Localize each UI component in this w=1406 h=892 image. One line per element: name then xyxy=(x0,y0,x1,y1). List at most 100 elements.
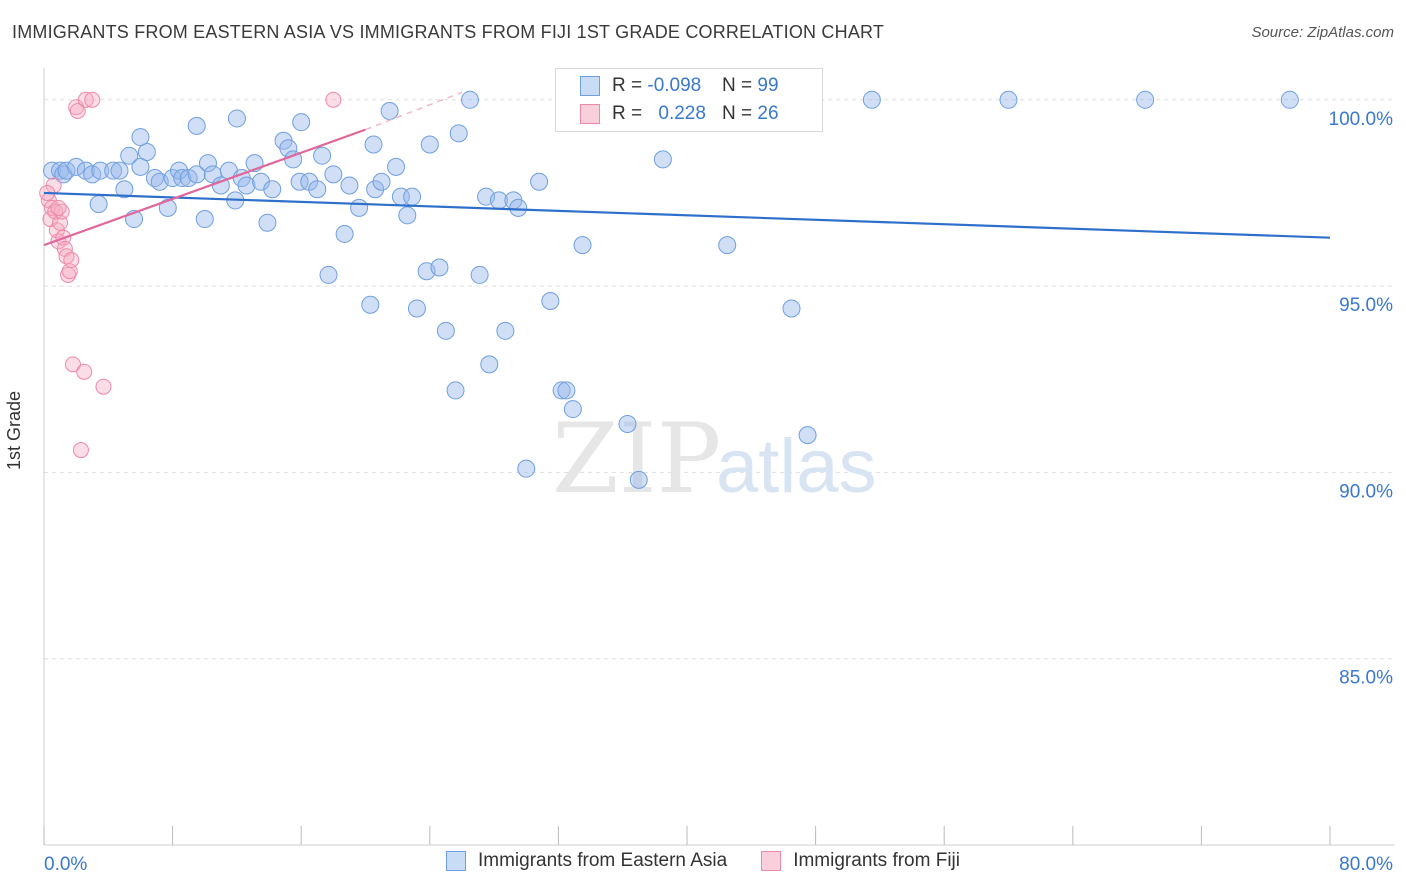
data-point xyxy=(530,172,549,191)
data-point xyxy=(407,299,426,318)
data-point xyxy=(263,180,282,199)
pink-swatch xyxy=(580,104,600,124)
data-point xyxy=(372,172,391,191)
data-point xyxy=(110,161,129,180)
data-point xyxy=(335,224,354,243)
data-point xyxy=(618,414,637,433)
blue-swatch xyxy=(446,851,466,871)
data-point xyxy=(798,426,817,445)
data-point xyxy=(470,265,489,284)
data-point xyxy=(999,90,1018,109)
r-label: R = xyxy=(612,75,648,96)
y-tick-label: 85.0% xyxy=(1339,668,1393,689)
data-point xyxy=(403,187,422,206)
data-point xyxy=(862,90,881,109)
data-point xyxy=(313,146,332,165)
data-point xyxy=(480,355,499,374)
series-legend: Immigrants from Eastern Asia Immigrants … xyxy=(0,850,1406,872)
data-point xyxy=(158,198,177,217)
data-point xyxy=(398,206,417,225)
y-tick-label: 100.0% xyxy=(1329,109,1394,130)
stats-row-fiji: R = 0.228 N = 26 xyxy=(580,102,779,126)
n-label: N = xyxy=(722,103,758,124)
data-point xyxy=(104,161,123,180)
legend-label: Immigrants from Eastern Asia xyxy=(478,850,728,871)
data-point xyxy=(227,109,246,128)
data-point xyxy=(653,150,672,169)
data-point xyxy=(361,295,380,314)
data-point xyxy=(718,236,737,255)
data-point xyxy=(95,378,112,395)
data-point xyxy=(430,258,449,277)
data-point xyxy=(1136,90,1155,109)
r-value: -0.098 xyxy=(647,75,702,96)
r-label: R = xyxy=(612,103,648,124)
blue-swatch xyxy=(580,76,600,96)
legend-label: Immigrants from Fiji xyxy=(793,850,960,871)
series-fiji xyxy=(39,91,342,459)
data-point xyxy=(120,146,139,165)
stats-row-eastern-asia: R = -0.098 N = 99 xyxy=(580,74,779,98)
pink-swatch xyxy=(761,851,782,871)
data-point xyxy=(629,470,648,489)
data-point xyxy=(496,321,515,340)
n-value: 26 xyxy=(757,103,779,124)
source-label: Source: ZipAtlas.com xyxy=(1251,24,1394,41)
axes xyxy=(43,68,1395,846)
data-point xyxy=(460,90,479,109)
data-point xyxy=(163,169,182,188)
stats-legend: R = -0.098 N = 99 R = 0.228 N = 26 xyxy=(555,68,823,132)
r-stat: R = -0.098 xyxy=(612,75,722,97)
data-point xyxy=(72,442,89,459)
data-point xyxy=(50,199,67,216)
data-point xyxy=(131,157,150,176)
chart-title: IMMIGRANTS FROM EASTERN ASIA VS IMMIGRAN… xyxy=(12,22,885,42)
trend-line-fiji xyxy=(43,128,366,247)
data-point xyxy=(145,169,164,188)
data-point xyxy=(420,135,439,154)
legend-item-eastern-asia: Immigrants from Eastern Asia xyxy=(446,850,727,872)
data-point xyxy=(325,91,342,108)
trend-lines xyxy=(43,91,1331,247)
data-point xyxy=(57,161,76,180)
data-point xyxy=(446,381,465,400)
data-point xyxy=(517,459,536,478)
data-point xyxy=(292,113,311,132)
r-stat: R = 0.228 xyxy=(612,103,722,125)
data-point xyxy=(198,154,217,173)
data-point xyxy=(308,180,327,199)
data-point xyxy=(237,176,256,195)
data-point xyxy=(509,198,528,217)
watermark: ZIP atlas xyxy=(552,403,877,515)
data-point xyxy=(131,128,150,147)
data-point xyxy=(552,381,571,400)
r-value: 0.228 xyxy=(658,103,706,124)
data-point xyxy=(76,363,93,380)
data-point xyxy=(77,91,94,108)
data-point xyxy=(366,180,385,199)
n-value: 99 xyxy=(757,75,779,96)
x-tick-label: 80.0% xyxy=(1339,854,1393,875)
data-point xyxy=(290,172,309,191)
n-stat: N = 26 xyxy=(722,103,779,125)
data-point xyxy=(541,292,560,311)
trend-line-fiji-extension xyxy=(365,91,463,131)
data-point xyxy=(115,180,134,199)
data-point xyxy=(258,213,277,232)
data-point xyxy=(173,169,192,188)
n-stat: N = 99 xyxy=(722,75,779,97)
data-point xyxy=(557,381,576,400)
trend-line-eastern-asia xyxy=(43,191,1331,239)
data-point xyxy=(69,102,86,119)
data-point xyxy=(137,142,156,161)
data-point xyxy=(84,91,101,108)
n-label: N = xyxy=(722,75,758,96)
data-point xyxy=(436,321,455,340)
data-point xyxy=(324,165,343,184)
data-point xyxy=(91,161,110,180)
data-point xyxy=(187,165,206,184)
data-point xyxy=(782,299,801,318)
watermark-zip: ZIP xyxy=(552,403,721,515)
data-point xyxy=(67,157,86,176)
